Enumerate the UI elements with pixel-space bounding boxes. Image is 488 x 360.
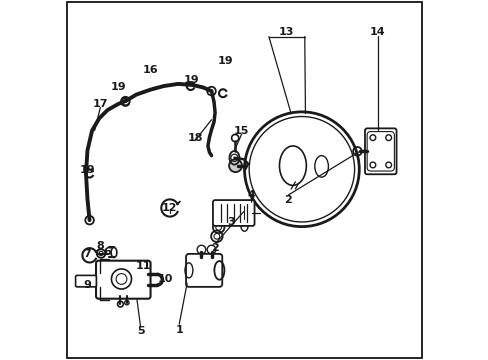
Text: 8: 8 (96, 241, 104, 251)
FancyBboxPatch shape (76, 275, 96, 287)
Text: 18: 18 (187, 133, 203, 143)
Text: 7: 7 (83, 248, 91, 258)
Text: 3: 3 (226, 217, 234, 227)
Text: 19: 19 (110, 82, 126, 93)
Text: 11: 11 (135, 261, 151, 271)
Text: 19: 19 (183, 75, 199, 85)
Text: 16: 16 (142, 64, 158, 75)
Text: 17: 17 (92, 99, 108, 109)
FancyBboxPatch shape (185, 254, 222, 287)
Text: 15: 15 (233, 126, 249, 135)
Text: 14: 14 (369, 27, 385, 37)
Text: 5: 5 (137, 326, 144, 336)
FancyBboxPatch shape (366, 132, 394, 171)
Text: 9: 9 (83, 280, 91, 290)
Text: 10: 10 (157, 274, 172, 284)
Text: 4: 4 (246, 190, 254, 200)
Text: 19: 19 (218, 56, 233, 66)
Text: 12: 12 (162, 203, 177, 213)
Text: 2: 2 (284, 195, 291, 205)
FancyBboxPatch shape (364, 129, 396, 174)
Text: 2: 2 (211, 243, 219, 253)
FancyBboxPatch shape (96, 261, 150, 299)
Text: 1: 1 (175, 325, 183, 335)
FancyBboxPatch shape (212, 200, 254, 226)
Text: 6: 6 (103, 247, 111, 257)
Text: 19: 19 (80, 165, 95, 175)
Text: 13: 13 (279, 27, 294, 37)
Circle shape (228, 159, 242, 172)
